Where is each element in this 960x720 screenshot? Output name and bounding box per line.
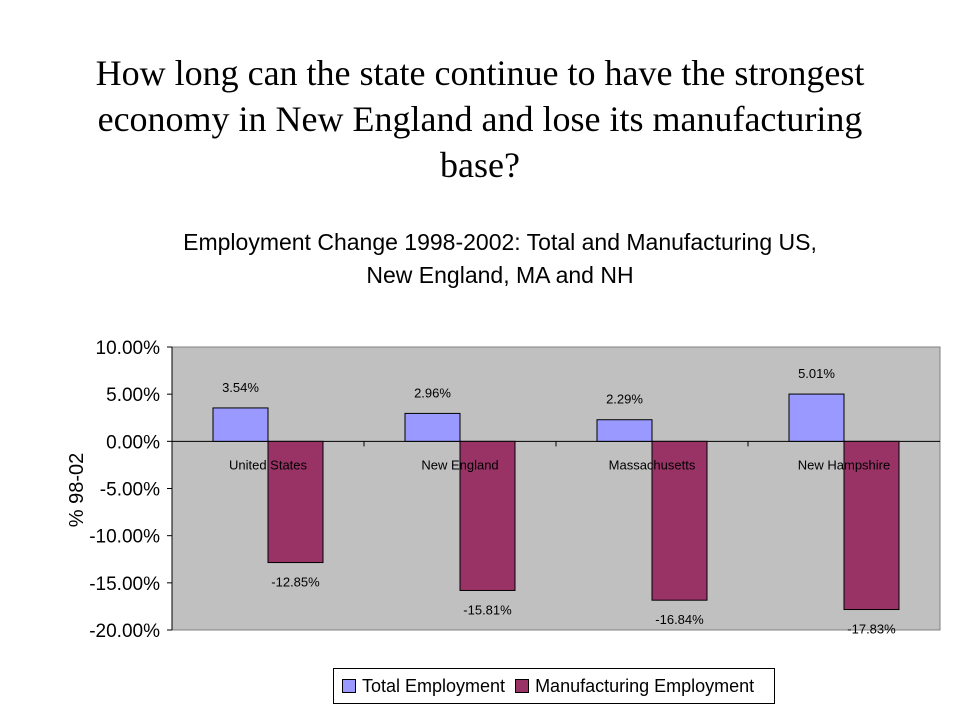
slide-title: How long can the state continue to have … xyxy=(95,53,865,185)
y-tick-label: -20.00% xyxy=(89,621,160,642)
x-tick-label: New England xyxy=(421,457,498,472)
y-axis-title: % 98-02 xyxy=(66,453,88,528)
chart-legend: Total Employment Manufacturing Employmen… xyxy=(333,668,775,704)
x-tick-label: United States xyxy=(229,457,308,472)
chart-title: Employment Change 1998-2002: Total and M… xyxy=(100,226,900,292)
y-tick-label: -10.00% xyxy=(89,527,160,548)
legend-swatch-total xyxy=(342,679,356,693)
y-tick-label: 5.00% xyxy=(106,385,160,406)
data-label-manufacturing: -15.81% xyxy=(463,602,512,617)
y-tick-label: -15.00% xyxy=(89,574,160,595)
x-tick-label: Massachusetts xyxy=(609,457,696,472)
data-label-total: 3.54% xyxy=(222,380,259,395)
y-tick-label: -5.00% xyxy=(100,480,160,501)
chart-title-line-2: New England, MA and NH xyxy=(366,262,634,288)
bar-total xyxy=(212,407,269,442)
data-label-total: 5.01% xyxy=(798,366,835,381)
y-tick-label: 10.00% xyxy=(96,338,161,359)
legend-label-manufacturing: Manufacturing Employment xyxy=(535,675,755,696)
data-label-total: 2.29% xyxy=(606,392,643,407)
data-label-manufacturing: -12.85% xyxy=(271,575,320,590)
legend-item-total: Total Employment xyxy=(342,676,505,697)
y-tick-label: 0.00% xyxy=(106,432,160,453)
bar-total xyxy=(788,393,845,442)
legend-swatch-manufacturing xyxy=(515,679,530,693)
chart-title-line-1: Employment Change 1998-2002: Total and M… xyxy=(183,229,817,255)
data-label-manufacturing: -16.84% xyxy=(655,612,704,627)
bar-total xyxy=(404,412,461,442)
data-label-total: 2.96% xyxy=(414,385,451,400)
bar-manufacturing xyxy=(267,440,324,564)
bar-manufacturing xyxy=(651,440,708,601)
legend-item-manufacturing: Manufacturing Employment xyxy=(515,676,754,697)
data-label-manufacturing: -17.83% xyxy=(847,622,896,637)
x-tick-label: New Hampshire xyxy=(798,457,890,472)
bar-manufacturing xyxy=(843,440,900,611)
legend-label-total: Total Employment xyxy=(362,675,506,696)
bar-total xyxy=(596,419,653,442)
bar-manufacturing xyxy=(459,440,516,591)
